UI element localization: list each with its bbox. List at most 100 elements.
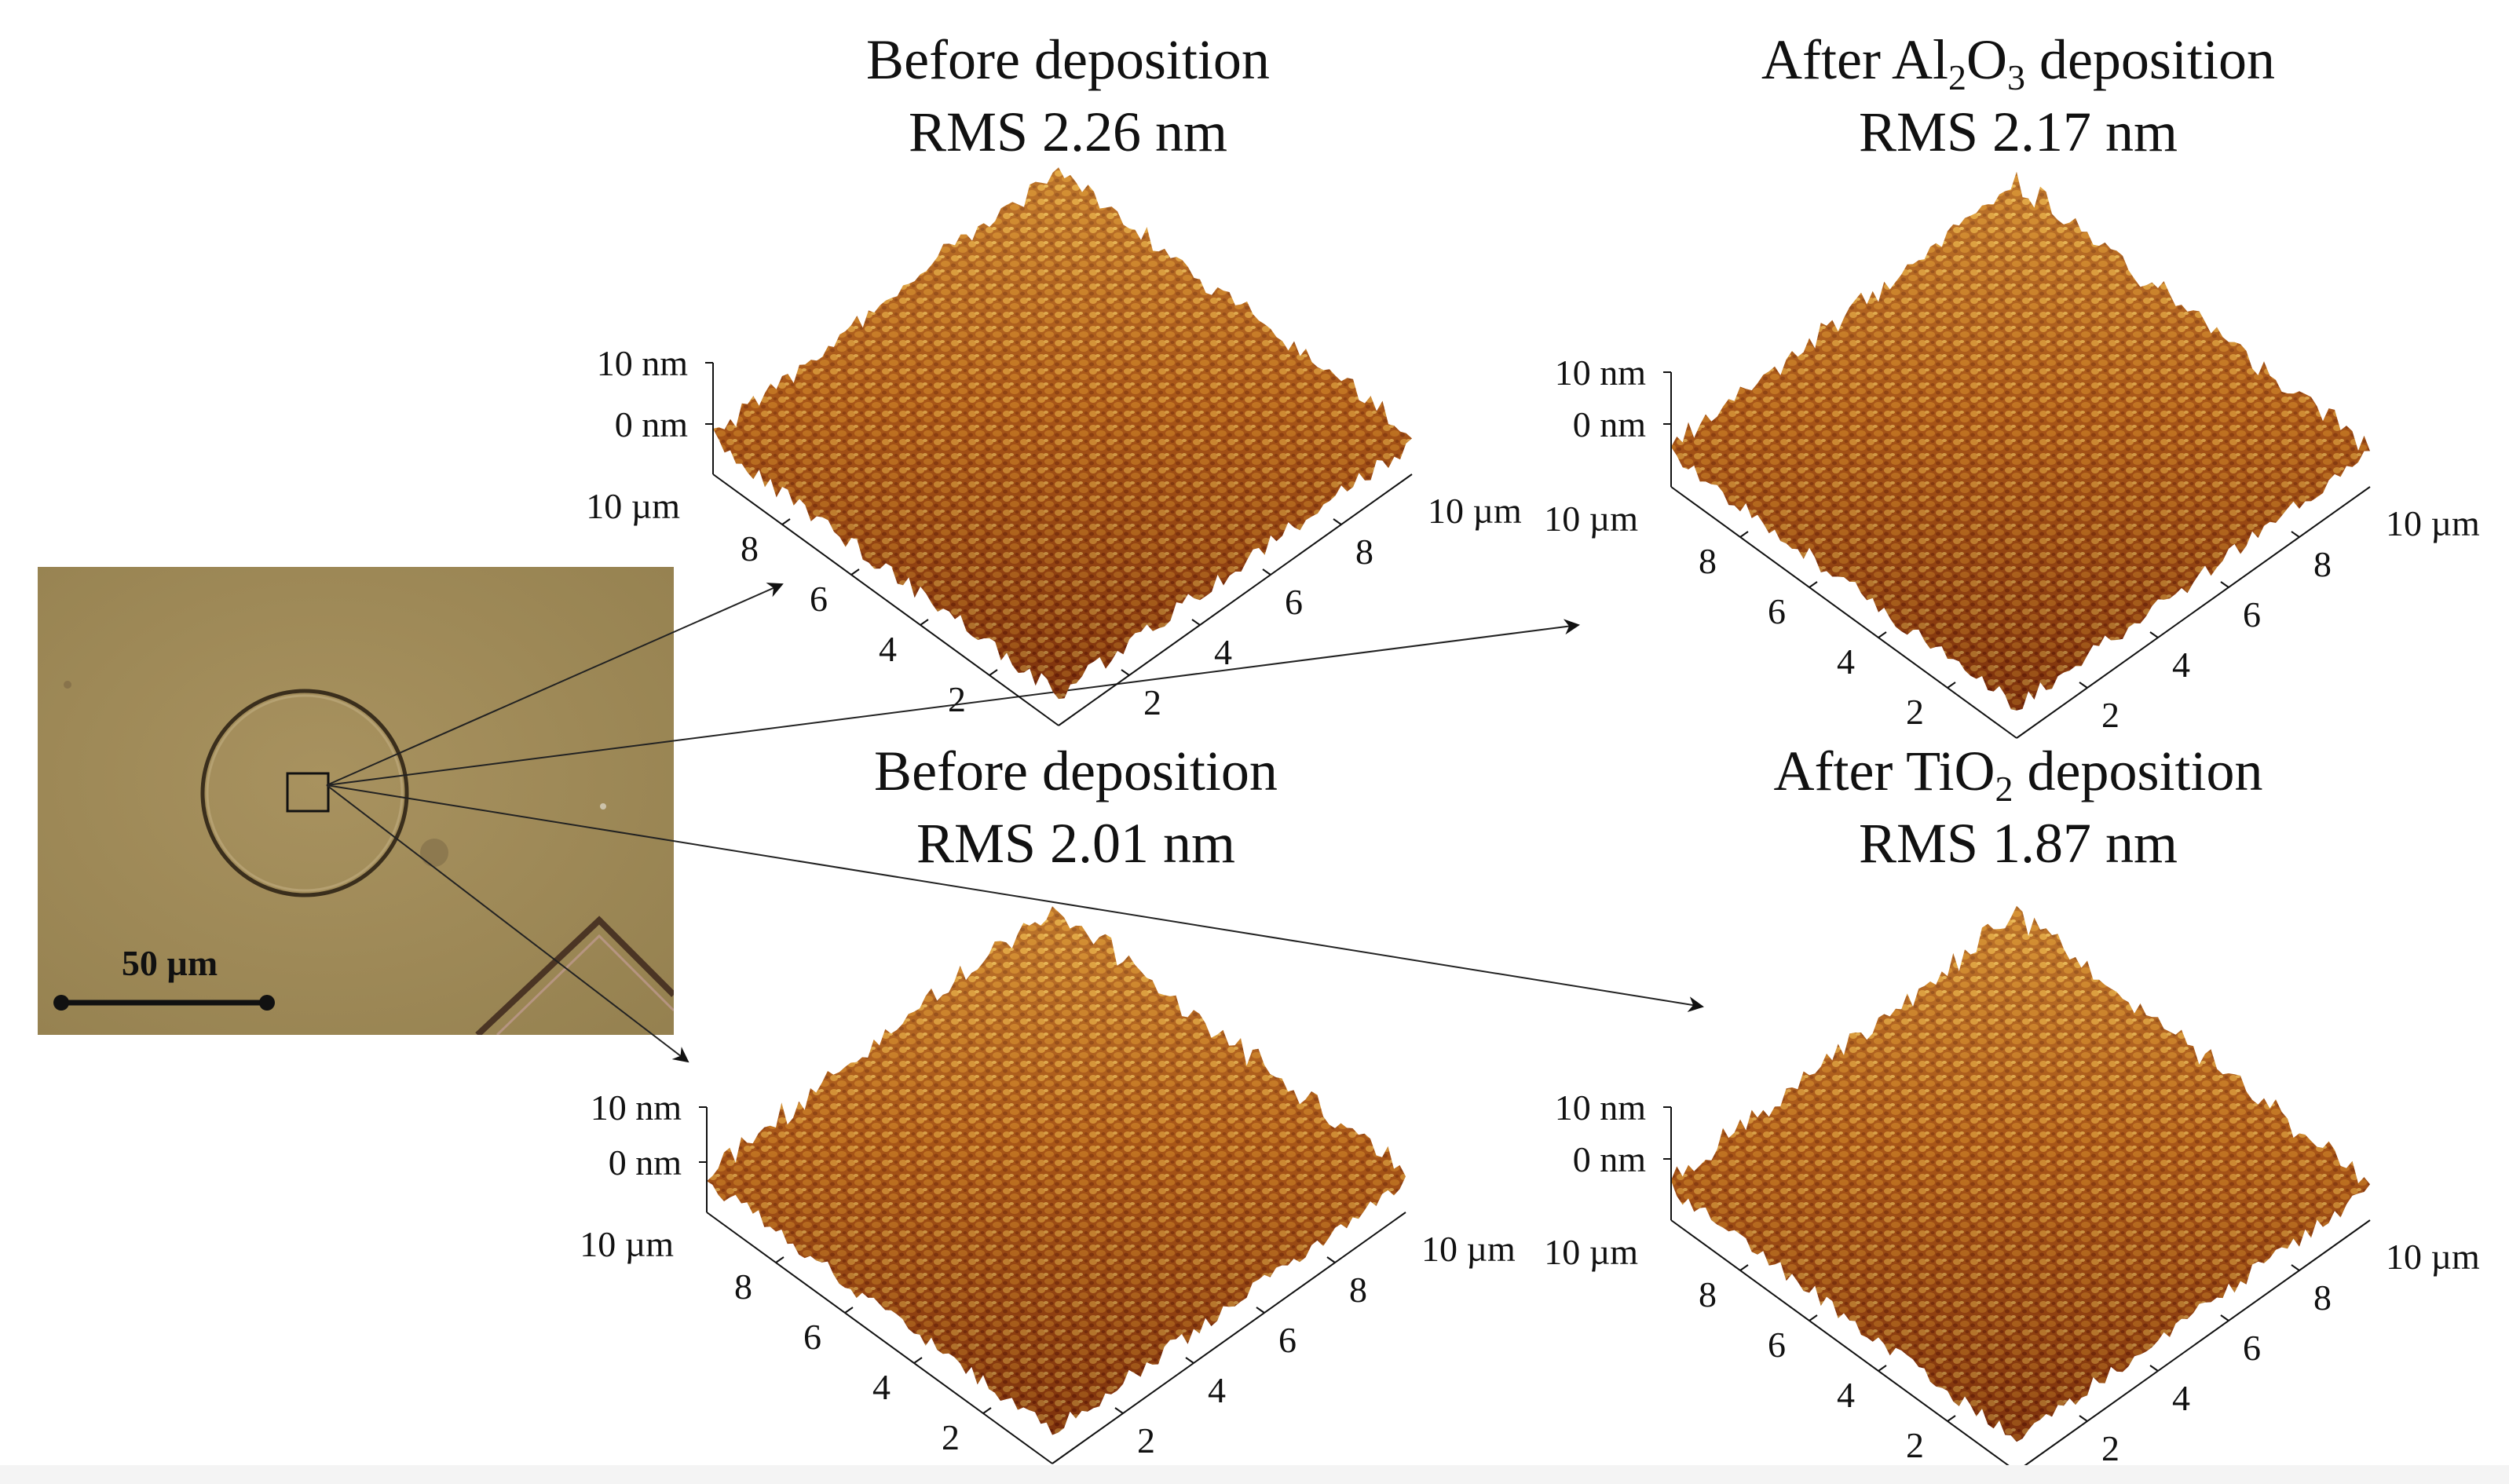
axis-right [2016,1219,2371,1472]
x-tick-label-6: 6 [2243,1328,2261,1368]
z-label-zero: 0 nm [609,1142,682,1182]
y-axis-max-label: 10 µm [1544,1232,1638,1272]
y-tick-2 [1947,1415,1956,1422]
y-tick-label-2: 2 [942,1417,960,1457]
z-label-zero: 0 nm [1573,1139,1647,1179]
y-tick-8 [775,1256,785,1263]
y-tick-4 [920,619,929,626]
x-tick-8 [2291,531,2300,538]
title-bottom-left: Before deposition RMS 2.01 nm [874,740,1278,875]
axis-right [2016,486,2371,739]
x-tick-label-4: 4 [1208,1370,1226,1410]
x-tick-4 [2149,1365,2159,1372]
bottom-band [0,1465,2509,1484]
x-tick-label-2: 2 [2101,695,2119,735]
arrow-2 [326,619,1580,786]
axis-left [712,473,1059,726]
y-tick-8 [1739,531,1749,538]
y-tick-label-6: 6 [803,1317,821,1357]
y-tick-label-4: 4 [1837,1375,1855,1415]
y-tick-label-6: 6 [1768,591,1786,631]
y-tick-label-4: 4 [1837,641,1855,682]
x-axis-max-label: 10 µm [2386,503,2480,543]
z-label-top: 10 nm [591,1087,682,1128]
y-tick-6 [1809,1314,1818,1321]
y-axis-max-label: 10 µm [586,486,680,526]
z-label-top: 10 nm [597,343,689,383]
y-tick-6 [844,1307,854,1314]
x-tick-2 [1114,1407,1124,1414]
x-tick-label-8: 8 [2313,544,2332,584]
scale-bar-label: 50 µm [121,943,218,983]
y-tick-label-6: 6 [1768,1325,1786,1365]
x-tick-label-2: 2 [1137,1420,1155,1460]
y-tick-label-2: 2 [948,679,966,719]
x-tick-label-6: 6 [1285,582,1303,622]
axis-left [1670,1219,2017,1472]
z-label-top: 10 nm [1555,353,1647,393]
y-tick-label-8: 8 [1699,541,1717,581]
y-tick-4 [913,1357,923,1364]
y-tick-label-8: 8 [741,528,759,568]
axis-right [1052,1212,1406,1464]
arrows-group [326,583,1704,1063]
y-tick-4 [1878,631,1887,638]
optical-micrograph [38,567,674,1035]
afm-panels-group: 10 nm 0 nm 10 µm 10 µm 2 4 6 8 2 4 6 8 10 nm 0 nm 10 µ… [580,167,2480,1472]
arrow-1 [326,583,784,786]
x-tick-4 [2149,631,2159,638]
x-tick-label-4: 4 [2172,1378,2190,1418]
y-tick-2 [989,669,998,676]
x-tick-label-8: 8 [1355,532,1373,572]
afm-panel-tr: 10 nm 0 nm 10 µm 10 µm 2 4 6 8 2 4 6 8 [1544,171,2480,739]
arrow-3 [326,784,1704,1013]
x-tick-2 [2079,682,2088,689]
x-tick-8 [1333,518,1342,525]
x-tick-label-8: 8 [1349,1270,1367,1310]
y-tick-label-8: 8 [734,1267,752,1307]
title-top-left: Before deposition RMS 2.26 nm [866,28,1270,163]
z-label-top: 10 nm [1555,1087,1647,1128]
afm-surface-texture [1671,171,2370,711]
z-label-zero: 0 nm [615,404,689,444]
y-axis-max-label: 10 µm [580,1224,674,1264]
axis-right [1058,473,1413,726]
y-tick-label-8: 8 [1699,1274,1717,1314]
afm-panel-tl: 10 nm 0 nm 10 µm 10 µm 2 4 6 8 2 4 6 8 [586,167,1522,726]
axis-left [706,1212,1053,1464]
x-axis-max-label: 10 µm [2386,1237,2480,1277]
x-tick-4 [1185,1357,1194,1364]
x-tick-label-6: 6 [2243,594,2261,634]
arrow-4 [326,784,689,1063]
afm-surface-texture [1671,905,2370,1442]
x-tick-6 [2220,581,2229,588]
x-axis-max-label: 10 µm [1421,1229,1516,1269]
x-tick-label-2: 2 [2101,1428,2119,1468]
y-tick-label-4: 4 [872,1367,891,1407]
x-tick-label-4: 4 [1214,632,1232,672]
x-tick-2 [2079,1415,2088,1422]
y-tick-8 [781,518,791,525]
axis-left [1670,486,2017,739]
y-tick-label-2: 2 [1906,692,1924,732]
z-label-zero: 0 nm [1573,404,1647,444]
y-tick-2 [982,1407,992,1414]
y-tick-label-2: 2 [1906,1425,1924,1465]
x-tick-8 [2291,1264,2300,1271]
y-tick-6 [850,568,860,576]
afm-surface-texture [707,906,1406,1435]
x-tick-label-2: 2 [1143,682,1161,722]
title-top-right: After Al2O3 deposition RMS 2.17 nm [1761,28,2275,163]
afm-panel-bl: 10 nm 0 nm 10 µm 10 µm 2 4 6 8 2 4 6 8 [580,906,1516,1464]
y-tick-6 [1809,581,1818,588]
y-tick-label-6: 6 [810,579,828,619]
y-tick-8 [1739,1264,1749,1271]
y-tick-2 [1947,682,1956,689]
afm-surface-texture [713,167,1412,700]
x-tick-label-4: 4 [2172,645,2190,685]
title-bottom-right: After TiO2 deposition RMS 1.87 nm [1773,740,2263,875]
y-axis-max-label: 10 µm [1544,499,1638,539]
x-tick-6 [1256,1307,1265,1314]
x-tick-label-6: 6 [1278,1320,1297,1360]
